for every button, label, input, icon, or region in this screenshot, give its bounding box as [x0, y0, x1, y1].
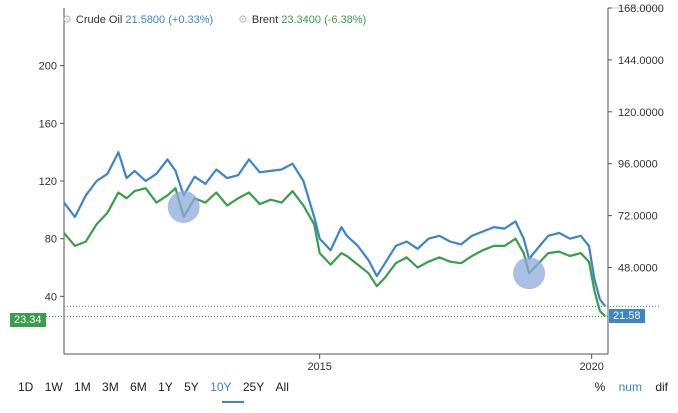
left-tick-label: 200: [39, 61, 57, 73]
x-tick-label: 2015: [307, 361, 331, 373]
range-1d[interactable]: 1D: [18, 380, 34, 394]
legend-crude-name: Crude Oil: [75, 14, 123, 26]
left-tick-label: 80: [45, 234, 57, 246]
legend-brent[interactable]: ⚙ Brent 23.3400 (-6.38%): [238, 13, 366, 26]
left-tick-label: 40: [45, 291, 57, 303]
left-tick-label: 160: [39, 118, 57, 130]
right-tick-label: 120.0000: [618, 107, 664, 119]
right-tick-label: 144.0000: [618, 55, 664, 67]
range-1m[interactable]: 1M: [74, 380, 91, 394]
range-1y[interactable]: 1Y: [158, 380, 173, 394]
range-6m[interactable]: 6M: [130, 380, 147, 394]
legend-crude-value: 21.5800: [125, 14, 166, 26]
range-3m[interactable]: 3M: [102, 380, 119, 394]
mode-percent[interactable]: %: [594, 380, 606, 394]
mode-selector: % num dif: [585, 380, 668, 394]
brent-price-tag: 23.34: [10, 313, 46, 327]
range-1w[interactable]: 1W: [44, 380, 63, 394]
brent-line: [63, 187, 607, 318]
right-tick-label: 48.0000: [618, 263, 658, 275]
x-tick-label: 2020: [579, 361, 603, 373]
legend-brent-name: Brent: [251, 14, 279, 26]
range-5y[interactable]: 5Y: [184, 380, 199, 394]
crude-oil-line: [63, 151, 607, 308]
range-selector: 1D 1W 1M 3M 6M 1Y 5Y 10Y 25Y All: [18, 380, 297, 394]
legend-brent-change: (-6.38%): [324, 14, 367, 26]
right-tick-label: 168.0000: [618, 3, 664, 15]
range-all[interactable]: All: [275, 380, 289, 394]
mode-num[interactable]: num: [618, 380, 642, 394]
range-10y[interactable]: 10Y: [210, 380, 232, 394]
legend-crude[interactable]: ⚙ Crude Oil 21.5800 (+0.33%): [62, 13, 213, 26]
right-tick-label: 72.0000: [618, 211, 658, 223]
crude-price-tag: 21.58: [609, 309, 645, 323]
mode-dif[interactable]: dif: [655, 380, 668, 394]
left-tick-label: 120: [39, 176, 57, 188]
active-range-underline: [222, 401, 244, 403]
event-marker: [513, 257, 546, 290]
range-25y[interactable]: 25Y: [242, 380, 265, 394]
right-tick-label: 96.0000: [618, 159, 658, 171]
gear-icon[interactable]: ⚙: [62, 14, 72, 26]
event-marker: [167, 190, 200, 223]
legend-crude-change: (+0.33%): [168, 14, 214, 26]
gear-icon[interactable]: ⚙: [238, 14, 248, 26]
legend-brent-value: 23.3400: [281, 14, 321, 26]
